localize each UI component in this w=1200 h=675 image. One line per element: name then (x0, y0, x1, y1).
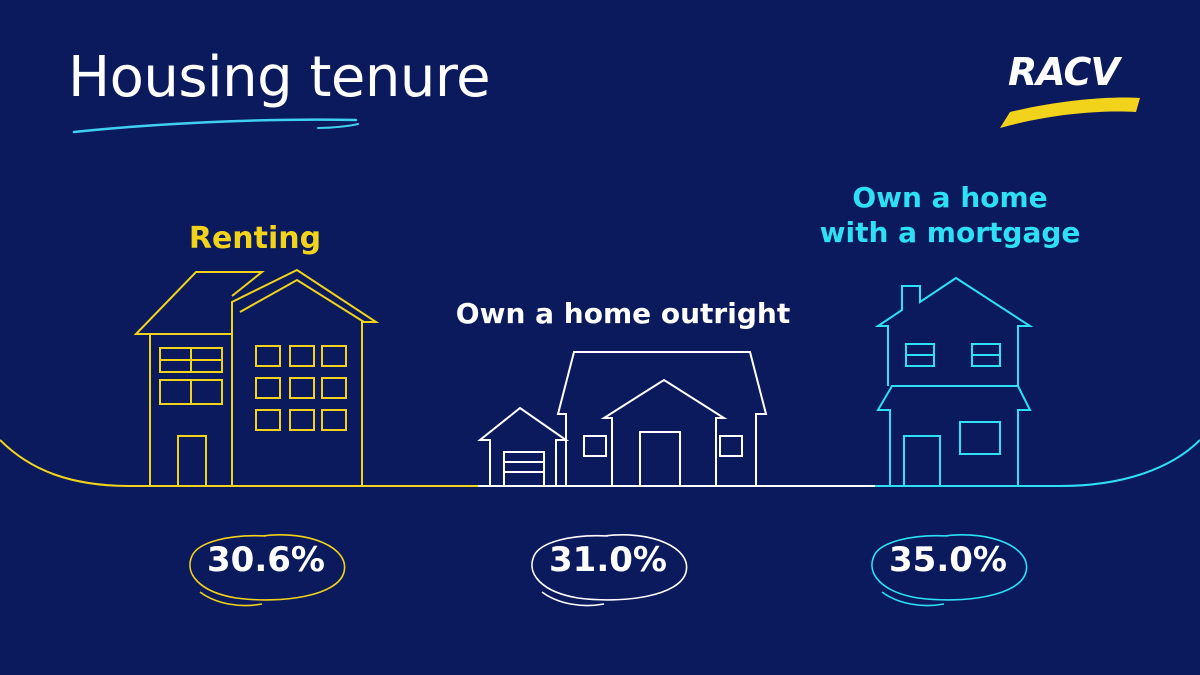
outright-house-icon (477, 351, 768, 487)
value-label-renting: 30.6% (207, 540, 325, 580)
page-title: Housing tenure (68, 45, 491, 110)
ground-line-mortgage (875, 439, 1200, 487)
value-oval-mortgage (871, 534, 1028, 607)
category-label-outright: Own a home outright (455, 297, 791, 330)
category-label-mortgage: Own a home with a mortgage (819, 181, 1081, 249)
value-label-outright: 31.0% (549, 540, 667, 580)
category-label-renting: Renting (188, 221, 322, 256)
value-oval-outright (531, 534, 688, 607)
ground-line-renting (0, 439, 478, 487)
racv-logo: RACV (1008, 50, 1120, 94)
renting-building-icon (133, 268, 380, 487)
mortgage-house-icon (874, 276, 1034, 487)
title-underline (72, 118, 358, 134)
value-label-mortgage: 35.0% (889, 540, 1007, 580)
racv-logo-swoosh (1000, 97, 1140, 128)
title-underline-tail (317, 123, 359, 129)
value-oval-renting (189, 534, 346, 607)
